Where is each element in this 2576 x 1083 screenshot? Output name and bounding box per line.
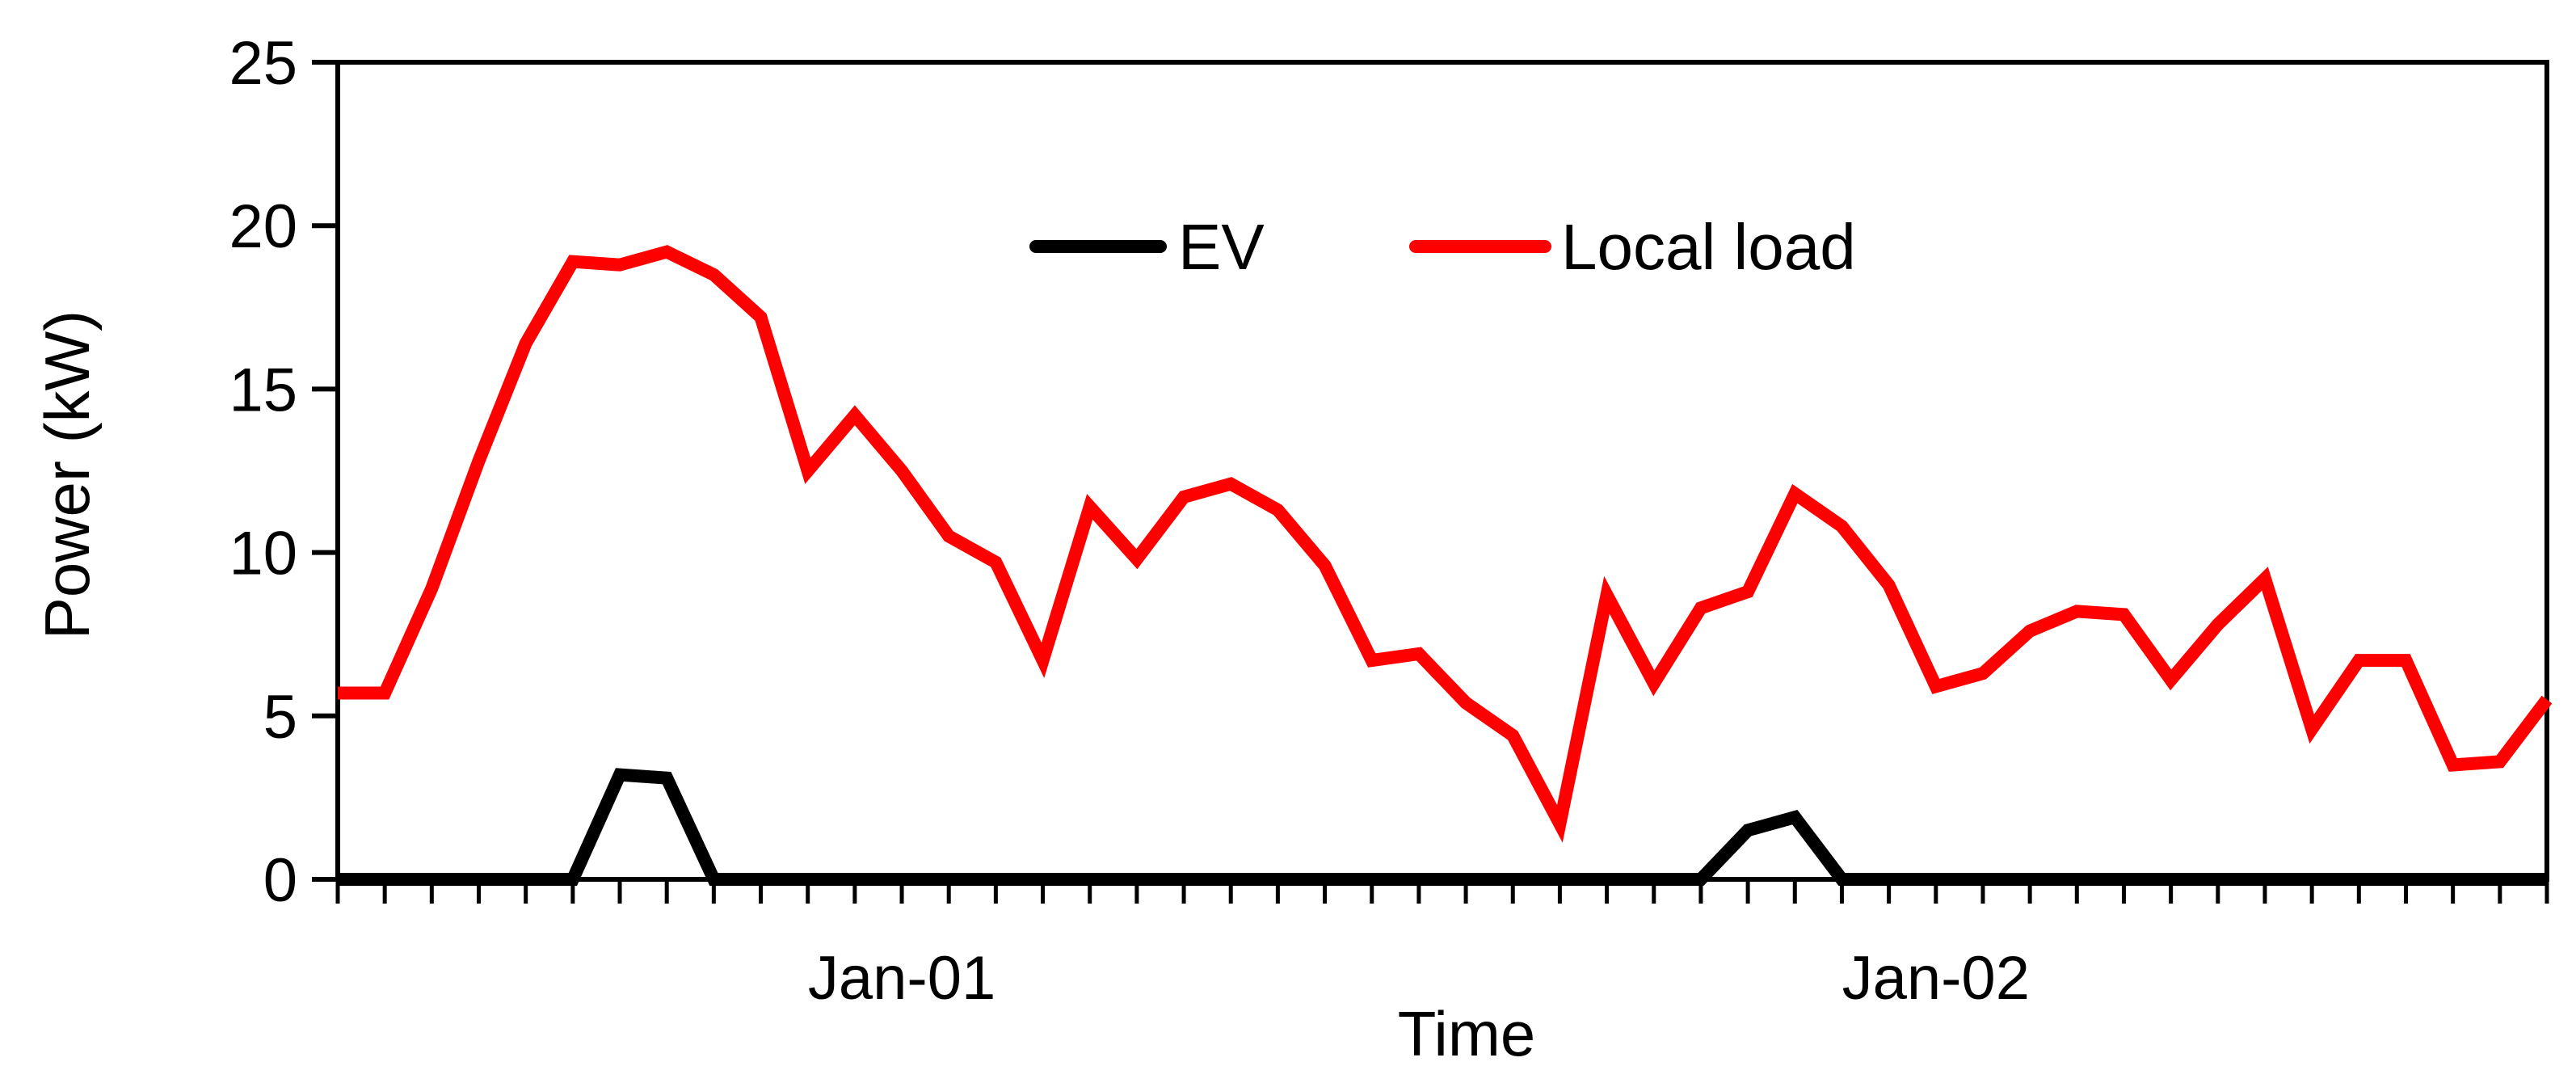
legend: EV Local load	[1029, 211, 1856, 283]
legend-label-ev: EV	[1178, 211, 1265, 283]
y-tick-label: 25	[229, 29, 297, 98]
x-axis-tick-labels: Jan-01 Jan-02	[808, 944, 2030, 1013]
x-axis-title: Time	[1398, 998, 1535, 1069]
plot-area-frame	[335, 60, 2549, 882]
x-tick-label: Jan-02	[1842, 944, 2030, 1013]
y-axis-title: Power (kW)	[32, 310, 103, 639]
y-tick-label: 5	[263, 683, 297, 752]
y-tick-label: 15	[229, 356, 297, 424]
y-tick-label: 20	[229, 192, 297, 261]
x-tick-label: Jan-01	[808, 944, 995, 1013]
y-axis-ticks: 0 5 10 15 20 25	[229, 29, 338, 915]
series-line-ev	[338, 768, 2547, 886]
series-line-local-load	[338, 245, 2553, 843]
series-layer	[338, 245, 2553, 886]
legend-label-local-load: Local load	[1561, 211, 1856, 283]
y-tick-label: 10	[229, 520, 297, 588]
y-tick-label: 0	[263, 846, 297, 915]
